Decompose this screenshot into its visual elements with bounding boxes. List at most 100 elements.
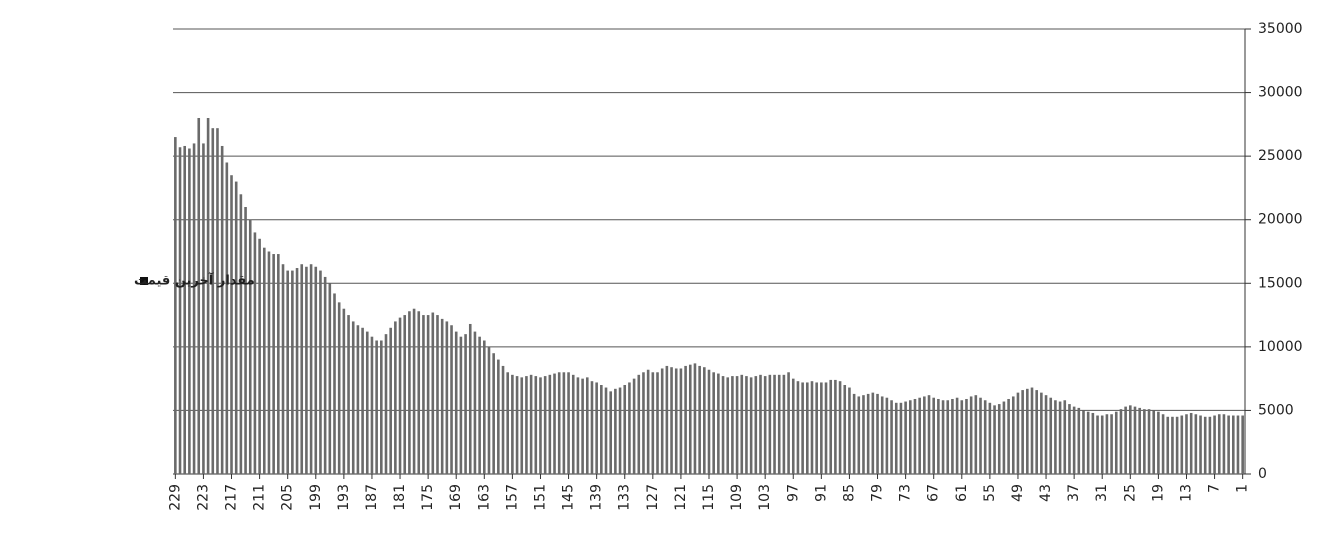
bar — [997, 404, 1001, 474]
bar — [258, 238, 261, 474]
bar — [777, 374, 781, 474]
bar — [768, 374, 772, 474]
legend-swatch — [140, 277, 148, 285]
bar — [585, 377, 589, 474]
bar — [810, 381, 814, 474]
bar — [1180, 415, 1184, 474]
bar — [267, 251, 271, 474]
bar — [314, 266, 318, 474]
bar — [192, 143, 196, 474]
bar — [1011, 396, 1015, 474]
bar — [1194, 414, 1198, 474]
bar — [908, 400, 912, 474]
x-tick-label: 55 — [982, 484, 998, 502]
x-tick-label: 187 — [364, 484, 380, 511]
bar — [1035, 390, 1038, 474]
bar — [1072, 406, 1076, 474]
bar — [791, 378, 795, 474]
x-tick-label: 43 — [1038, 484, 1054, 502]
bar — [328, 283, 332, 474]
bar — [473, 331, 477, 474]
legend-label: مقدار آخرین قیمت — [134, 272, 255, 289]
bar — [590, 381, 594, 474]
bar — [234, 181, 238, 475]
bar — [1227, 415, 1230, 474]
x-tick-label: 103 — [757, 484, 773, 511]
x-tick-label: 139 — [589, 484, 605, 511]
bar — [520, 377, 524, 474]
bar — [459, 336, 463, 474]
bar — [857, 396, 861, 474]
bar — [1002, 401, 1006, 474]
bar — [1100, 415, 1104, 474]
bar — [277, 254, 280, 474]
bar — [319, 270, 322, 474]
bar — [726, 377, 730, 474]
bar — [838, 381, 842, 474]
x-tick-label: 205 — [280, 484, 296, 511]
x-tick-label: 133 — [617, 484, 633, 511]
bar — [824, 382, 828, 474]
bar — [1236, 415, 1240, 474]
bar — [1138, 407, 1141, 474]
bar — [815, 382, 818, 474]
bar — [202, 143, 205, 474]
bar — [239, 194, 243, 475]
bar — [356, 325, 360, 474]
bar — [342, 308, 346, 474]
bar — [894, 402, 898, 474]
bar — [1054, 400, 1057, 474]
bar — [295, 268, 299, 474]
bar — [637, 374, 641, 474]
bar — [1133, 406, 1137, 474]
bar — [515, 376, 519, 474]
bar — [1189, 412, 1193, 474]
bar — [567, 372, 570, 474]
bar — [183, 145, 187, 474]
bar — [497, 359, 500, 474]
bar — [969, 396, 973, 474]
bar — [1129, 405, 1132, 474]
x-tick-label: 13 — [1178, 484, 1194, 502]
bar — [468, 323, 472, 474]
bar — [899, 402, 903, 474]
x-tick-label: 211 — [252, 484, 268, 511]
bar — [178, 147, 182, 474]
bar — [501, 365, 505, 474]
bar — [740, 374, 744, 474]
bar — [422, 315, 425, 474]
bar — [618, 387, 622, 474]
x-tick-label: 181 — [392, 484, 408, 511]
bar — [548, 374, 552, 474]
x-tick-label: 91 — [813, 484, 829, 502]
bar — [646, 369, 650, 474]
bar — [665, 365, 669, 474]
bar — [1007, 398, 1010, 474]
bar — [1044, 395, 1048, 474]
bar — [717, 373, 720, 474]
bar — [721, 376, 725, 474]
bar — [408, 311, 411, 474]
bar — [1152, 410, 1156, 474]
bar — [806, 382, 809, 474]
bar — [1077, 407, 1081, 474]
bar — [1096, 415, 1099, 474]
bar — [656, 372, 659, 474]
bar — [272, 254, 275, 474]
bar — [679, 368, 683, 474]
bar — [1063, 400, 1067, 474]
bar — [684, 365, 687, 474]
bar — [262, 247, 266, 474]
bar — [834, 379, 837, 474]
bar — [773, 374, 776, 474]
bar — [539, 377, 542, 474]
bar — [642, 372, 645, 474]
bar — [1241, 415, 1244, 474]
bar — [244, 207, 247, 474]
bar — [511, 374, 514, 474]
x-tick-label: 73 — [898, 484, 914, 502]
bar — [206, 118, 210, 474]
x-tick-label: 217 — [224, 484, 240, 511]
bar — [674, 368, 678, 474]
bar — [216, 128, 219, 474]
